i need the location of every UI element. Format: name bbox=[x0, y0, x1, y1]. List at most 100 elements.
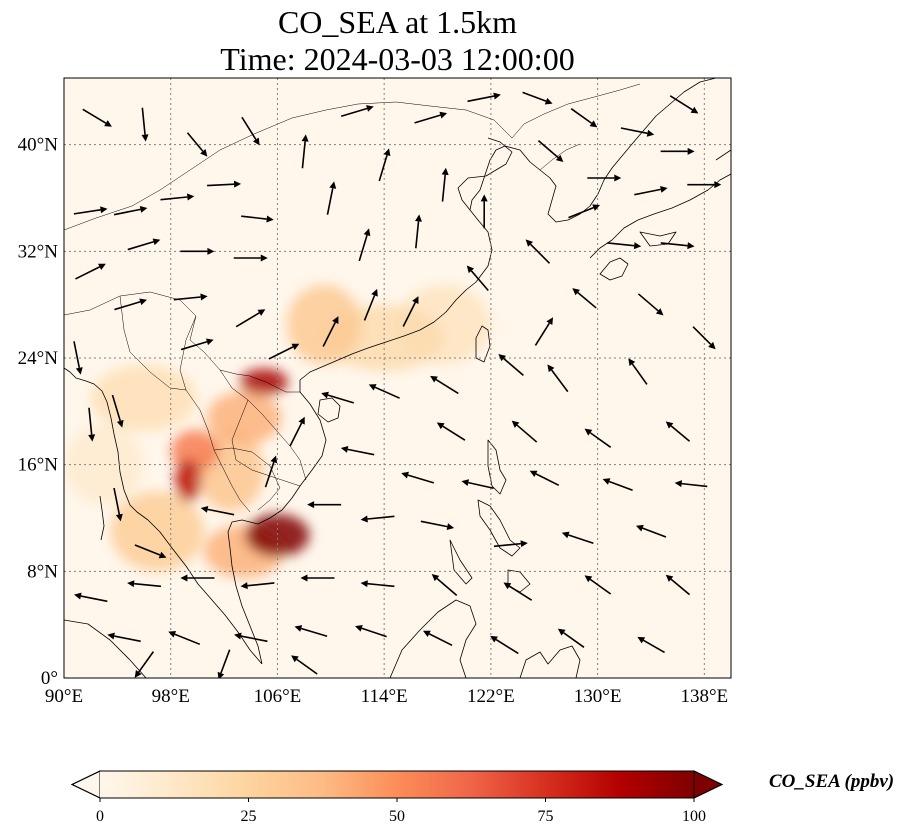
wind-arrow bbox=[73, 206, 108, 215]
wind-arrow bbox=[301, 134, 309, 169]
wind-arrow bbox=[436, 422, 466, 441]
wind-arrow bbox=[340, 445, 375, 456]
co-hotspot bbox=[206, 391, 282, 445]
wind-arrow bbox=[113, 205, 148, 216]
wind-arrow bbox=[141, 107, 149, 142]
coastline-andaman bbox=[99, 495, 105, 541]
wind-arrow bbox=[235, 309, 266, 328]
x-tick-label: 122°E bbox=[467, 686, 515, 707]
coastline-philippines bbox=[449, 439, 531, 593]
colorbar-tick-label: 25 bbox=[241, 808, 257, 825]
wind-arrow bbox=[637, 293, 664, 316]
wind-arrow bbox=[264, 455, 278, 488]
wind-arrow bbox=[207, 180, 242, 188]
coastline-mainland bbox=[64, 78, 717, 665]
wind-arrow bbox=[525, 239, 551, 264]
wind-arrow bbox=[180, 338, 214, 351]
colorbar-label: CO_SEA (ppbv) bbox=[769, 771, 894, 792]
x-tick-label: 98°E bbox=[152, 686, 190, 707]
wind-arrow bbox=[168, 631, 201, 646]
wind-arrow bbox=[74, 592, 108, 603]
wind-arrow bbox=[572, 288, 597, 309]
wind-arrow bbox=[415, 214, 422, 249]
border-korea bbox=[539, 143, 581, 171]
wind-arrow bbox=[363, 288, 378, 321]
border-myanmar bbox=[119, 295, 187, 391]
y-tick-label: 24°N bbox=[18, 348, 59, 369]
wind-arrow bbox=[660, 242, 695, 250]
wind-arrow bbox=[547, 364, 569, 393]
co-hotspot bbox=[245, 514, 310, 557]
wind-arrow bbox=[660, 147, 695, 155]
wind-arrow bbox=[665, 421, 691, 442]
wind-arrow bbox=[480, 194, 488, 229]
wind-arrow bbox=[134, 651, 155, 678]
wind-arrow bbox=[584, 575, 612, 595]
wind-arrow bbox=[522, 91, 553, 105]
wind-arrow bbox=[628, 358, 648, 385]
y-tick-label: 32°N bbox=[18, 241, 59, 262]
wind-arrow bbox=[466, 265, 489, 292]
wind-arrow bbox=[321, 391, 354, 404]
wind-arrow bbox=[665, 574, 691, 596]
figure-title: CO_SEA at 1.5km bbox=[277, 4, 518, 40]
colorbar-tick-label: 50 bbox=[389, 808, 405, 825]
co-hotspot bbox=[240, 368, 289, 396]
wind-arrow bbox=[534, 317, 554, 346]
wind-arrow bbox=[233, 254, 268, 262]
co-hotspot bbox=[110, 491, 205, 572]
wind-arrow bbox=[402, 296, 419, 327]
wind-arrow bbox=[107, 632, 141, 643]
wind-arrow bbox=[529, 470, 560, 486]
wind-arrow bbox=[620, 127, 655, 137]
co-hotspot bbox=[174, 459, 202, 502]
x-tick-label: 138°E bbox=[680, 686, 728, 707]
wind-arrow bbox=[634, 185, 668, 196]
colorbar-extend-high bbox=[693, 770, 724, 799]
wind-arrow bbox=[511, 420, 538, 443]
wind-arrow bbox=[498, 353, 524, 376]
y-axis-ticks: 0° 8°N 16°N 24°N 32°N 40°N bbox=[18, 135, 59, 689]
wind-arrow bbox=[75, 263, 106, 280]
x-tick-label: 90°E bbox=[45, 686, 83, 707]
country-borders bbox=[64, 83, 641, 513]
x-tick-label: 106°E bbox=[254, 686, 302, 707]
wind-arrow bbox=[88, 407, 96, 442]
co-hotspot bbox=[286, 284, 362, 365]
wind-arrow bbox=[160, 193, 195, 201]
x-axis-ticks: 90°E 98°E 106°E 114°E 122°E 130°E 138°E bbox=[45, 686, 728, 707]
wind-arrow bbox=[180, 247, 215, 255]
wind-arrow bbox=[537, 140, 564, 163]
border-china-south bbox=[64, 291, 300, 393]
wind-arrow bbox=[430, 375, 459, 395]
wind-arrow bbox=[422, 630, 453, 646]
wind-arrow bbox=[441, 167, 449, 202]
border-china-north bbox=[64, 83, 641, 231]
wind-arrow bbox=[674, 480, 708, 488]
colorbar-extend-low bbox=[70, 770, 101, 799]
y-tick-label: 40°N bbox=[18, 135, 59, 156]
wind-arrow bbox=[114, 298, 147, 311]
wind-arrow bbox=[420, 520, 455, 531]
wind-arrow bbox=[602, 478, 633, 492]
wind-arrow bbox=[111, 394, 124, 428]
wind-arrow bbox=[73, 341, 83, 375]
wind-arrow bbox=[294, 625, 328, 637]
wind-arrow bbox=[180, 574, 215, 582]
wind-arrow bbox=[557, 628, 585, 648]
map-plot-area bbox=[63, 77, 732, 679]
wind-arrow bbox=[240, 582, 275, 590]
wind-arrow bbox=[467, 92, 501, 103]
wind-arrow bbox=[307, 501, 342, 509]
wind-arrow bbox=[300, 574, 335, 582]
wind-arrow bbox=[326, 181, 337, 215]
colorbar-tick-label: 0 bbox=[96, 808, 104, 825]
wind-arrow bbox=[414, 111, 448, 124]
border-indochina bbox=[179, 315, 307, 513]
coastline-hainan bbox=[317, 397, 341, 423]
wind-arrow bbox=[561, 531, 594, 545]
wind-arrow bbox=[186, 132, 208, 157]
wind-arrow bbox=[584, 428, 612, 448]
coastlines bbox=[64, 78, 731, 678]
